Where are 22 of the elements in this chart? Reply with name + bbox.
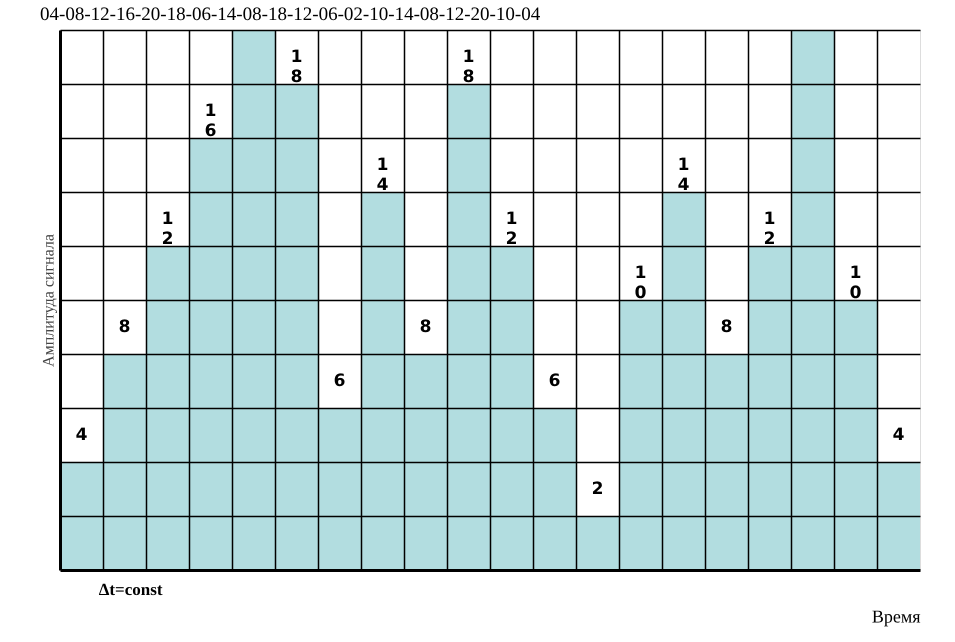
data-label: 8 xyxy=(118,317,130,337)
x-axis-title: Время xyxy=(872,606,920,626)
chart-title: 04-08-12-16-20-18-06-14-08-18-12-06-02-10-14-08-12-20-10-04 xyxy=(40,4,541,25)
data-label: 14 xyxy=(678,155,690,195)
data-label: 6 xyxy=(548,371,560,391)
data-label: 4 xyxy=(892,425,905,445)
data-label: 14 xyxy=(376,155,389,195)
data-label: 12 xyxy=(506,209,518,249)
data-label: 12 xyxy=(162,209,174,249)
data-label: 8 xyxy=(420,317,432,337)
data-label: 16 xyxy=(204,101,216,141)
data-label: 10 xyxy=(850,263,862,303)
data-label: 4 xyxy=(76,425,88,445)
data-label: 18 xyxy=(290,47,302,87)
data-label: 6 xyxy=(334,371,346,391)
text: Δt=const xyxy=(98,580,163,599)
data-label: 8 xyxy=(720,317,732,337)
y-axis-title: Амплитуда сигнала xyxy=(40,234,58,367)
data-label: 2 xyxy=(592,479,604,499)
data-label: 18 xyxy=(462,47,474,87)
data-label: 10 xyxy=(634,263,647,303)
data-label: 12 xyxy=(764,209,776,249)
